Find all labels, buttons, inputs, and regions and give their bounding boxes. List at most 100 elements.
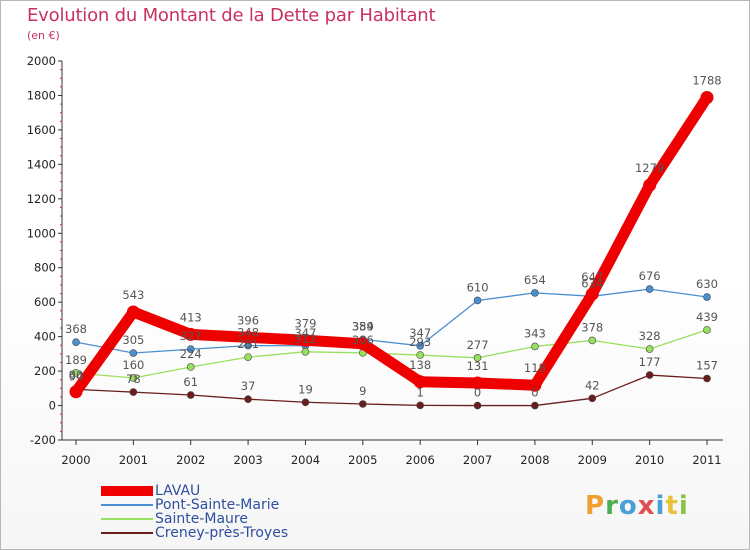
data-point (356, 337, 370, 351)
data-point (359, 400, 367, 408)
x-tick-label: 2001 (119, 453, 148, 467)
data-label: 647 (581, 270, 603, 284)
y-tick-label: -200 (30, 433, 56, 447)
y-tick-label: 800 (34, 261, 56, 275)
data-point (416, 401, 424, 410)
data-point (184, 327, 198, 341)
data-label: 379 (294, 316, 316, 330)
data-label: 281 (237, 337, 259, 351)
data-point (72, 338, 80, 346)
legend-swatch (101, 486, 153, 496)
data-point (700, 91, 714, 105)
data-label: 347 (294, 326, 316, 340)
x-tick-label: 2010 (635, 453, 664, 467)
data-point (416, 351, 424, 359)
legend-label: Pont-Sainte-Marie (155, 497, 280, 513)
data-point (588, 336, 597, 345)
data-label: 61 (183, 375, 198, 389)
data-label: 224 (180, 347, 202, 361)
data-label: 118 (524, 361, 546, 375)
x-tick-label: 2011 (692, 453, 721, 467)
data-label: 413 (180, 310, 202, 324)
data-point (72, 369, 80, 377)
data-point (244, 353, 252, 361)
data-point (643, 178, 657, 192)
logo-letter: t (665, 491, 679, 521)
data-label: 42 (585, 378, 600, 392)
data-point (473, 296, 482, 305)
legend-label: LAVAU (155, 483, 201, 499)
data-point (244, 395, 252, 403)
data-point (473, 401, 482, 410)
data-point (301, 347, 310, 356)
data-point (241, 330, 255, 344)
legend-swatch (101, 532, 153, 534)
data-point (186, 345, 195, 354)
data-label: 80 (69, 368, 84, 382)
data-label: 676 (639, 269, 661, 283)
y-tick-label: 1600 (27, 123, 56, 137)
data-point (413, 375, 427, 389)
data-label: 328 (639, 329, 661, 343)
y-tick-label: 1400 (27, 157, 56, 171)
data-point (126, 305, 140, 319)
data-label: 348 (237, 326, 259, 340)
data-label: 94 (69, 369, 84, 383)
series-line-creney-pr-s-troyes (75, 374, 708, 407)
legend-swatch (101, 504, 153, 506)
legend-label: Sainte-Maure (155, 511, 248, 527)
chart-title: Evolution du Montant de la Dette par Hab… (27, 5, 436, 26)
series-line-sainte-maure (75, 329, 708, 379)
data-point (129, 374, 138, 382)
proxiti-logo: Proxiti (585, 491, 689, 521)
data-label: 654 (524, 273, 546, 287)
legend-item: Sainte-Maure (101, 511, 361, 527)
series-line-pont-sainte-marie (75, 288, 708, 354)
data-point (69, 385, 83, 399)
data-label: 359 (352, 320, 374, 334)
data-label: 293 (409, 335, 431, 349)
data-point (301, 398, 310, 407)
data-label: 543 (122, 288, 144, 302)
data-point (186, 391, 195, 399)
data-label: 9 (359, 384, 366, 398)
data-point (416, 341, 424, 350)
logo-letter: P (585, 491, 606, 521)
y-tick-label: 600 (34, 295, 56, 309)
data-label: 610 (467, 280, 489, 294)
data-label: 157 (696, 358, 718, 372)
data-label: 1 (417, 385, 424, 399)
data-point (588, 394, 597, 403)
data-point (186, 363, 195, 371)
x-tick-label: 2003 (233, 453, 262, 467)
x-tick-label: 2006 (406, 453, 435, 467)
series-line-lavau (70, 92, 713, 398)
data-label: 343 (524, 326, 546, 340)
x-tick-label: 2004 (291, 453, 320, 467)
y-tick-label: 200 (34, 364, 56, 378)
data-point (129, 388, 138, 396)
data-label: 384 (352, 319, 374, 333)
data-label: 78 (126, 372, 141, 386)
unit-label: (en €) (27, 29, 60, 42)
data-label: 0 (531, 386, 538, 400)
data-label: 277 (467, 338, 489, 352)
legend-swatch (101, 518, 153, 520)
logo-letter: x (637, 491, 656, 521)
data-label: 37 (241, 379, 256, 393)
data-label: 189 (65, 353, 87, 367)
data-label: 396 (237, 313, 259, 327)
data-label: 347 (409, 326, 431, 340)
y-tick-label: 1000 (27, 226, 56, 240)
data-point (703, 326, 711, 334)
data-label: 312 (294, 332, 316, 346)
legend: LAVAU Pont-Sainte-Marie Sainte-Maure Creney… (101, 483, 361, 541)
y-tick-label: 2000 (27, 54, 56, 68)
logo-letter: i (655, 491, 666, 521)
data-label: 634 (581, 276, 603, 290)
data-label: 19 (298, 382, 313, 396)
data-label: 378 (581, 320, 603, 334)
data-label: 305 (122, 333, 144, 347)
